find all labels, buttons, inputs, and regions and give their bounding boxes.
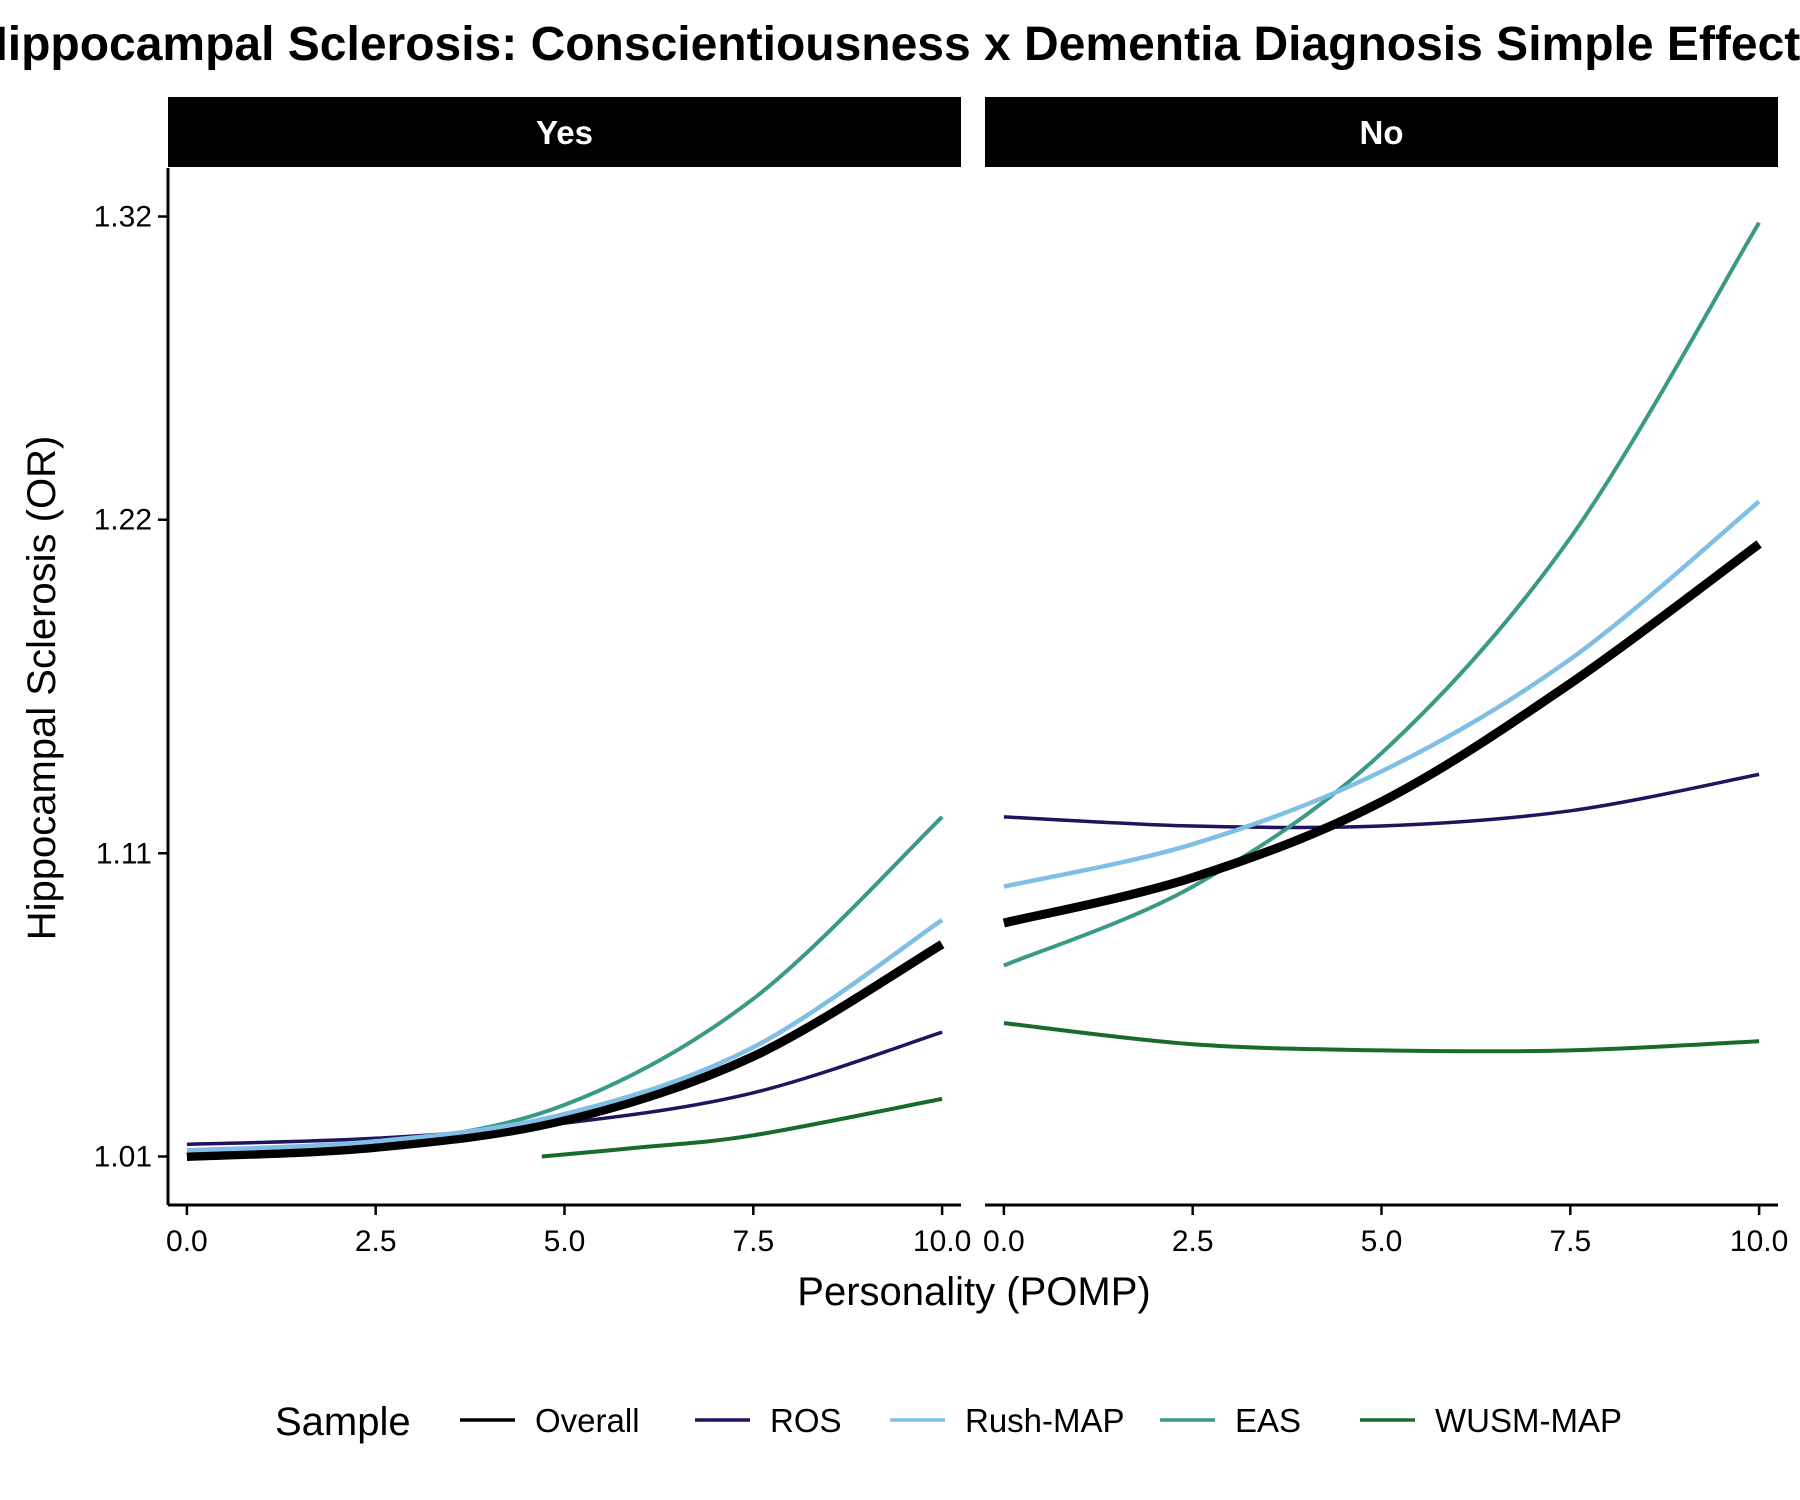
legend-label-eas: EAS xyxy=(1235,1402,1301,1439)
facet-strip xyxy=(168,97,961,167)
x-axis-title: Personality (POMP) xyxy=(797,1270,1150,1314)
facet-strip xyxy=(985,97,1778,167)
series-line-wusm-map xyxy=(541,1096,943,1159)
series-line-eas xyxy=(1003,221,1761,968)
legend-label-overall: Overall xyxy=(535,1402,640,1439)
facet-panels: 1.01 1.11 1.22 1.32 Yes 0.0 2.5 5.0 7.5 10.0 No 0.0… xyxy=(94,97,1788,1258)
legend-label-rush-map: Rush-MAP xyxy=(965,1402,1125,1439)
legend-label-ros: ROS xyxy=(770,1402,842,1439)
x-tick-label: 5.0 xyxy=(1361,1225,1403,1258)
x-tick-label: 0.0 xyxy=(983,1225,1025,1258)
x-tick-label: 10.0 xyxy=(1730,1225,1788,1258)
facet-strip-label: No xyxy=(1360,114,1404,151)
series-line-ros xyxy=(1003,772,1760,830)
series-line-wusm-map xyxy=(1003,1021,1760,1054)
series-line-ros xyxy=(186,1030,943,1147)
chart-title: Hippocampal Sclerosis: Conscientiousness… xyxy=(0,18,1800,71)
x-tick-label: 0.0 xyxy=(166,1225,208,1258)
legend: Sample Overall ROS Rush-MAP EAS WUSM-MAP xyxy=(275,1400,1622,1444)
series-line-rush-map xyxy=(186,918,944,1153)
x-tick-label: 7.5 xyxy=(1549,1225,1591,1258)
x-tick-label: 10.0 xyxy=(913,1225,971,1258)
x-tick-label: 2.5 xyxy=(355,1225,397,1258)
series-line-rush-map xyxy=(1003,499,1761,889)
x-tick-label: 2.5 xyxy=(1172,1225,1214,1258)
legend-label-wusm-map: WUSM-MAP xyxy=(1435,1402,1622,1439)
series-line-overall xyxy=(186,940,945,1161)
y-tick-label: 1.01 xyxy=(94,1140,152,1173)
x-tick-label: 5.0 xyxy=(544,1225,586,1258)
y-tick-label: 1.32 xyxy=(94,201,152,234)
series-line-eas xyxy=(186,815,944,1156)
facet-strip-label: Yes xyxy=(536,114,593,151)
y-axis: 1.01 1.11 1.22 1.32 xyxy=(94,168,170,1205)
y-axis-title: Hippocampal Sclerosis (OR) xyxy=(20,436,64,941)
panel-yes: Yes 0.0 2.5 5.0 7.5 10.0 xyxy=(166,97,971,1258)
legend-title: Sample xyxy=(275,1400,411,1444)
x-tick-label: 7.5 xyxy=(732,1225,774,1258)
y-tick-label: 1.22 xyxy=(94,504,152,537)
panel-no: No 0.0 2.5 5.0 7.5 10.0 xyxy=(983,97,1788,1258)
series-line-overall xyxy=(1002,540,1762,928)
y-tick-label: 1.11 xyxy=(96,837,152,870)
